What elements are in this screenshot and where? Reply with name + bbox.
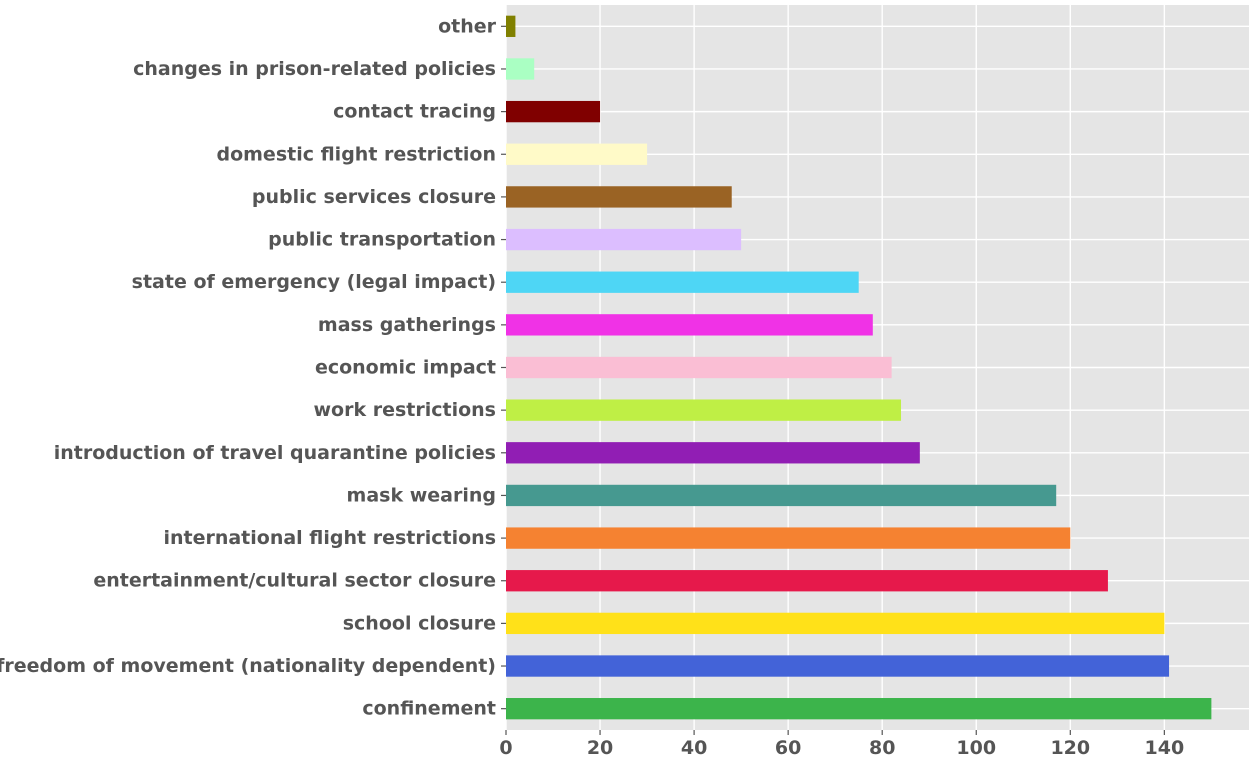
x-tick-label: 100 bbox=[956, 737, 996, 759]
bar bbox=[506, 228, 742, 251]
category-label: changes in prison-related policies bbox=[133, 58, 496, 80]
category-labels: confinement freedom of movement (national… bbox=[0, 15, 506, 720]
bar bbox=[506, 399, 902, 421]
bar bbox=[506, 15, 516, 37]
x-tick-label: 60 bbox=[775, 737, 801, 759]
category-label: entertainment/cultural sector closure bbox=[93, 570, 496, 592]
x-tick-label: 140 bbox=[1145, 737, 1185, 759]
category-label: public services closure bbox=[252, 186, 496, 208]
category-label: work restrictions bbox=[313, 399, 496, 421]
bar bbox=[506, 484, 1057, 507]
bar bbox=[506, 143, 648, 165]
x-tick-label: 0 bbox=[499, 737, 512, 759]
bar bbox=[506, 100, 601, 123]
category-label: other bbox=[438, 15, 497, 37]
bar bbox=[506, 186, 732, 208]
category-label: freedom of movement (nationality depende… bbox=[0, 655, 496, 677]
bar bbox=[506, 58, 535, 80]
bar bbox=[506, 655, 1170, 677]
bar bbox=[506, 314, 873, 336]
category-label: mask wearing bbox=[347, 484, 496, 506]
x-axis-ticks: 0 20 40 60 80 100 120 140 bbox=[499, 730, 1184, 759]
bar bbox=[506, 612, 1165, 635]
x-tick-label: 20 bbox=[587, 737, 613, 759]
category-label: public transportation bbox=[268, 229, 496, 251]
bar bbox=[506, 698, 1212, 720]
bar bbox=[506, 442, 920, 464]
x-tick-label: 40 bbox=[681, 737, 707, 759]
category-label: confinement bbox=[362, 698, 496, 720]
category-label: state of emergency (legal impact) bbox=[132, 271, 496, 293]
category-label: mass gatherings bbox=[318, 314, 496, 336]
bar bbox=[506, 570, 1108, 592]
category-label: domestic flight restriction bbox=[216, 143, 496, 165]
bar bbox=[506, 271, 859, 293]
category-label: contact tracing bbox=[333, 101, 496, 123]
category-label: economic impact bbox=[315, 357, 496, 379]
bars bbox=[506, 15, 1212, 720]
category-label: introduction of travel quarantine polici… bbox=[54, 442, 496, 464]
category-label: international flight restrictions bbox=[163, 527, 496, 549]
bar bbox=[506, 527, 1071, 549]
bar bbox=[506, 356, 892, 379]
category-label: school closure bbox=[343, 612, 496, 634]
x-tick-label: 80 bbox=[869, 737, 895, 759]
x-tick-label: 120 bbox=[1050, 737, 1090, 759]
